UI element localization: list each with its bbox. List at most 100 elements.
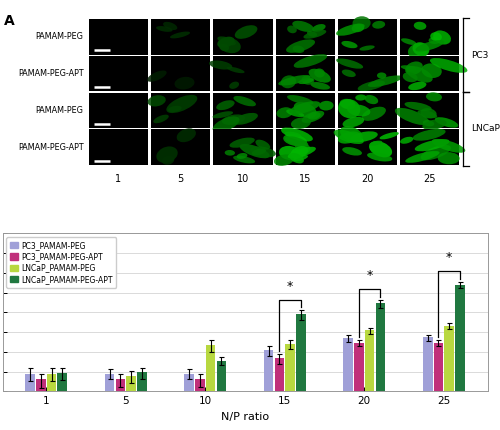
FancyBboxPatch shape xyxy=(276,55,335,92)
Ellipse shape xyxy=(340,99,355,109)
Ellipse shape xyxy=(401,38,416,45)
Ellipse shape xyxy=(284,132,301,137)
Text: 25: 25 xyxy=(424,174,436,184)
Ellipse shape xyxy=(240,144,270,158)
Ellipse shape xyxy=(372,21,385,29)
Ellipse shape xyxy=(340,126,363,142)
Ellipse shape xyxy=(350,131,378,142)
FancyBboxPatch shape xyxy=(276,129,335,166)
FancyBboxPatch shape xyxy=(400,129,460,166)
Bar xyxy=(47,374,56,430)
Ellipse shape xyxy=(408,82,426,90)
Ellipse shape xyxy=(414,139,450,151)
Ellipse shape xyxy=(310,82,330,89)
FancyBboxPatch shape xyxy=(89,129,148,166)
Ellipse shape xyxy=(418,110,437,118)
FancyBboxPatch shape xyxy=(214,55,272,92)
Ellipse shape xyxy=(412,42,429,56)
Ellipse shape xyxy=(308,69,331,83)
Ellipse shape xyxy=(400,65,416,71)
Ellipse shape xyxy=(292,21,314,32)
FancyBboxPatch shape xyxy=(276,92,335,129)
Ellipse shape xyxy=(319,101,334,111)
Ellipse shape xyxy=(209,61,233,70)
Ellipse shape xyxy=(312,24,326,32)
Ellipse shape xyxy=(291,117,311,129)
Ellipse shape xyxy=(285,136,308,147)
Bar xyxy=(376,303,385,430)
Ellipse shape xyxy=(233,156,255,163)
Text: LNCaP: LNCaP xyxy=(472,124,500,133)
Ellipse shape xyxy=(370,141,382,146)
Ellipse shape xyxy=(286,109,304,117)
Ellipse shape xyxy=(212,117,240,132)
Ellipse shape xyxy=(218,37,236,45)
FancyBboxPatch shape xyxy=(400,55,460,92)
Text: PAMAM-PEG-APT: PAMAM-PEG-APT xyxy=(18,143,84,152)
Ellipse shape xyxy=(218,38,241,53)
Text: PAMAM-PEG: PAMAM-PEG xyxy=(36,32,84,41)
Ellipse shape xyxy=(154,115,169,123)
Text: 20: 20 xyxy=(362,174,374,184)
Ellipse shape xyxy=(218,37,234,48)
Ellipse shape xyxy=(162,156,174,165)
Ellipse shape xyxy=(428,37,440,44)
Text: 5: 5 xyxy=(178,174,184,184)
Ellipse shape xyxy=(292,46,304,53)
Ellipse shape xyxy=(308,112,320,120)
Ellipse shape xyxy=(234,96,256,106)
Ellipse shape xyxy=(292,155,308,161)
Ellipse shape xyxy=(307,31,317,37)
Ellipse shape xyxy=(405,61,423,75)
Ellipse shape xyxy=(342,70,356,77)
Text: *: * xyxy=(366,270,373,283)
Bar xyxy=(195,379,204,430)
FancyBboxPatch shape xyxy=(151,18,210,55)
Bar xyxy=(216,360,226,430)
Text: PAMAM-PEG-APT: PAMAM-PEG-APT xyxy=(18,69,84,78)
Ellipse shape xyxy=(368,75,402,87)
Bar xyxy=(444,326,454,430)
Bar xyxy=(184,374,194,430)
Bar xyxy=(58,373,67,430)
Bar xyxy=(137,372,146,430)
Bar xyxy=(105,374,115,430)
Ellipse shape xyxy=(338,132,360,144)
Bar xyxy=(286,344,295,430)
Bar xyxy=(423,338,432,430)
X-axis label: N/P ratio: N/P ratio xyxy=(221,412,269,422)
Text: 15: 15 xyxy=(299,174,312,184)
Ellipse shape xyxy=(281,128,313,141)
Ellipse shape xyxy=(287,95,314,104)
Ellipse shape xyxy=(304,30,326,39)
Ellipse shape xyxy=(342,147,362,156)
Ellipse shape xyxy=(336,24,364,36)
Ellipse shape xyxy=(226,67,244,73)
Ellipse shape xyxy=(274,154,294,166)
Ellipse shape xyxy=(364,95,378,104)
Ellipse shape xyxy=(400,137,413,144)
Text: A: A xyxy=(4,14,14,28)
Ellipse shape xyxy=(334,130,364,144)
Bar xyxy=(26,374,35,430)
Ellipse shape xyxy=(338,99,360,118)
Ellipse shape xyxy=(236,153,248,159)
Ellipse shape xyxy=(290,146,308,158)
Ellipse shape xyxy=(432,139,466,153)
Ellipse shape xyxy=(252,148,266,155)
Bar xyxy=(434,343,443,430)
Ellipse shape xyxy=(224,150,235,156)
Ellipse shape xyxy=(426,92,442,101)
Ellipse shape xyxy=(302,111,324,123)
Bar xyxy=(206,345,216,430)
Ellipse shape xyxy=(168,106,181,112)
Ellipse shape xyxy=(216,100,234,110)
Ellipse shape xyxy=(402,72,417,82)
Ellipse shape xyxy=(342,41,357,48)
Ellipse shape xyxy=(290,153,304,163)
Ellipse shape xyxy=(422,119,446,130)
Ellipse shape xyxy=(298,78,314,84)
Ellipse shape xyxy=(276,107,292,118)
Ellipse shape xyxy=(170,31,190,38)
Ellipse shape xyxy=(358,80,385,91)
